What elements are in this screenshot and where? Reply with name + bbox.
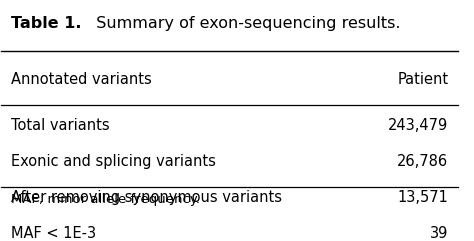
Text: 243,479: 243,479	[388, 118, 448, 133]
Text: MAF, minor allele frequency.: MAF, minor allele frequency.	[10, 194, 200, 207]
Text: Table 1.: Table 1.	[10, 16, 81, 31]
Text: Annotated variants: Annotated variants	[10, 72, 151, 87]
Text: 39: 39	[430, 227, 448, 241]
Text: After removing synonymous variants: After removing synonymous variants	[10, 190, 282, 205]
Text: 13,571: 13,571	[398, 190, 448, 205]
Text: Summary of exon-sequencing results.: Summary of exon-sequencing results.	[86, 16, 400, 31]
Text: 26,786: 26,786	[397, 154, 448, 169]
Text: Exonic and splicing variants: Exonic and splicing variants	[10, 154, 215, 169]
Text: Patient: Patient	[397, 72, 448, 87]
Text: Total variants: Total variants	[10, 118, 109, 133]
Text: MAF < 1E-3: MAF < 1E-3	[10, 227, 96, 241]
